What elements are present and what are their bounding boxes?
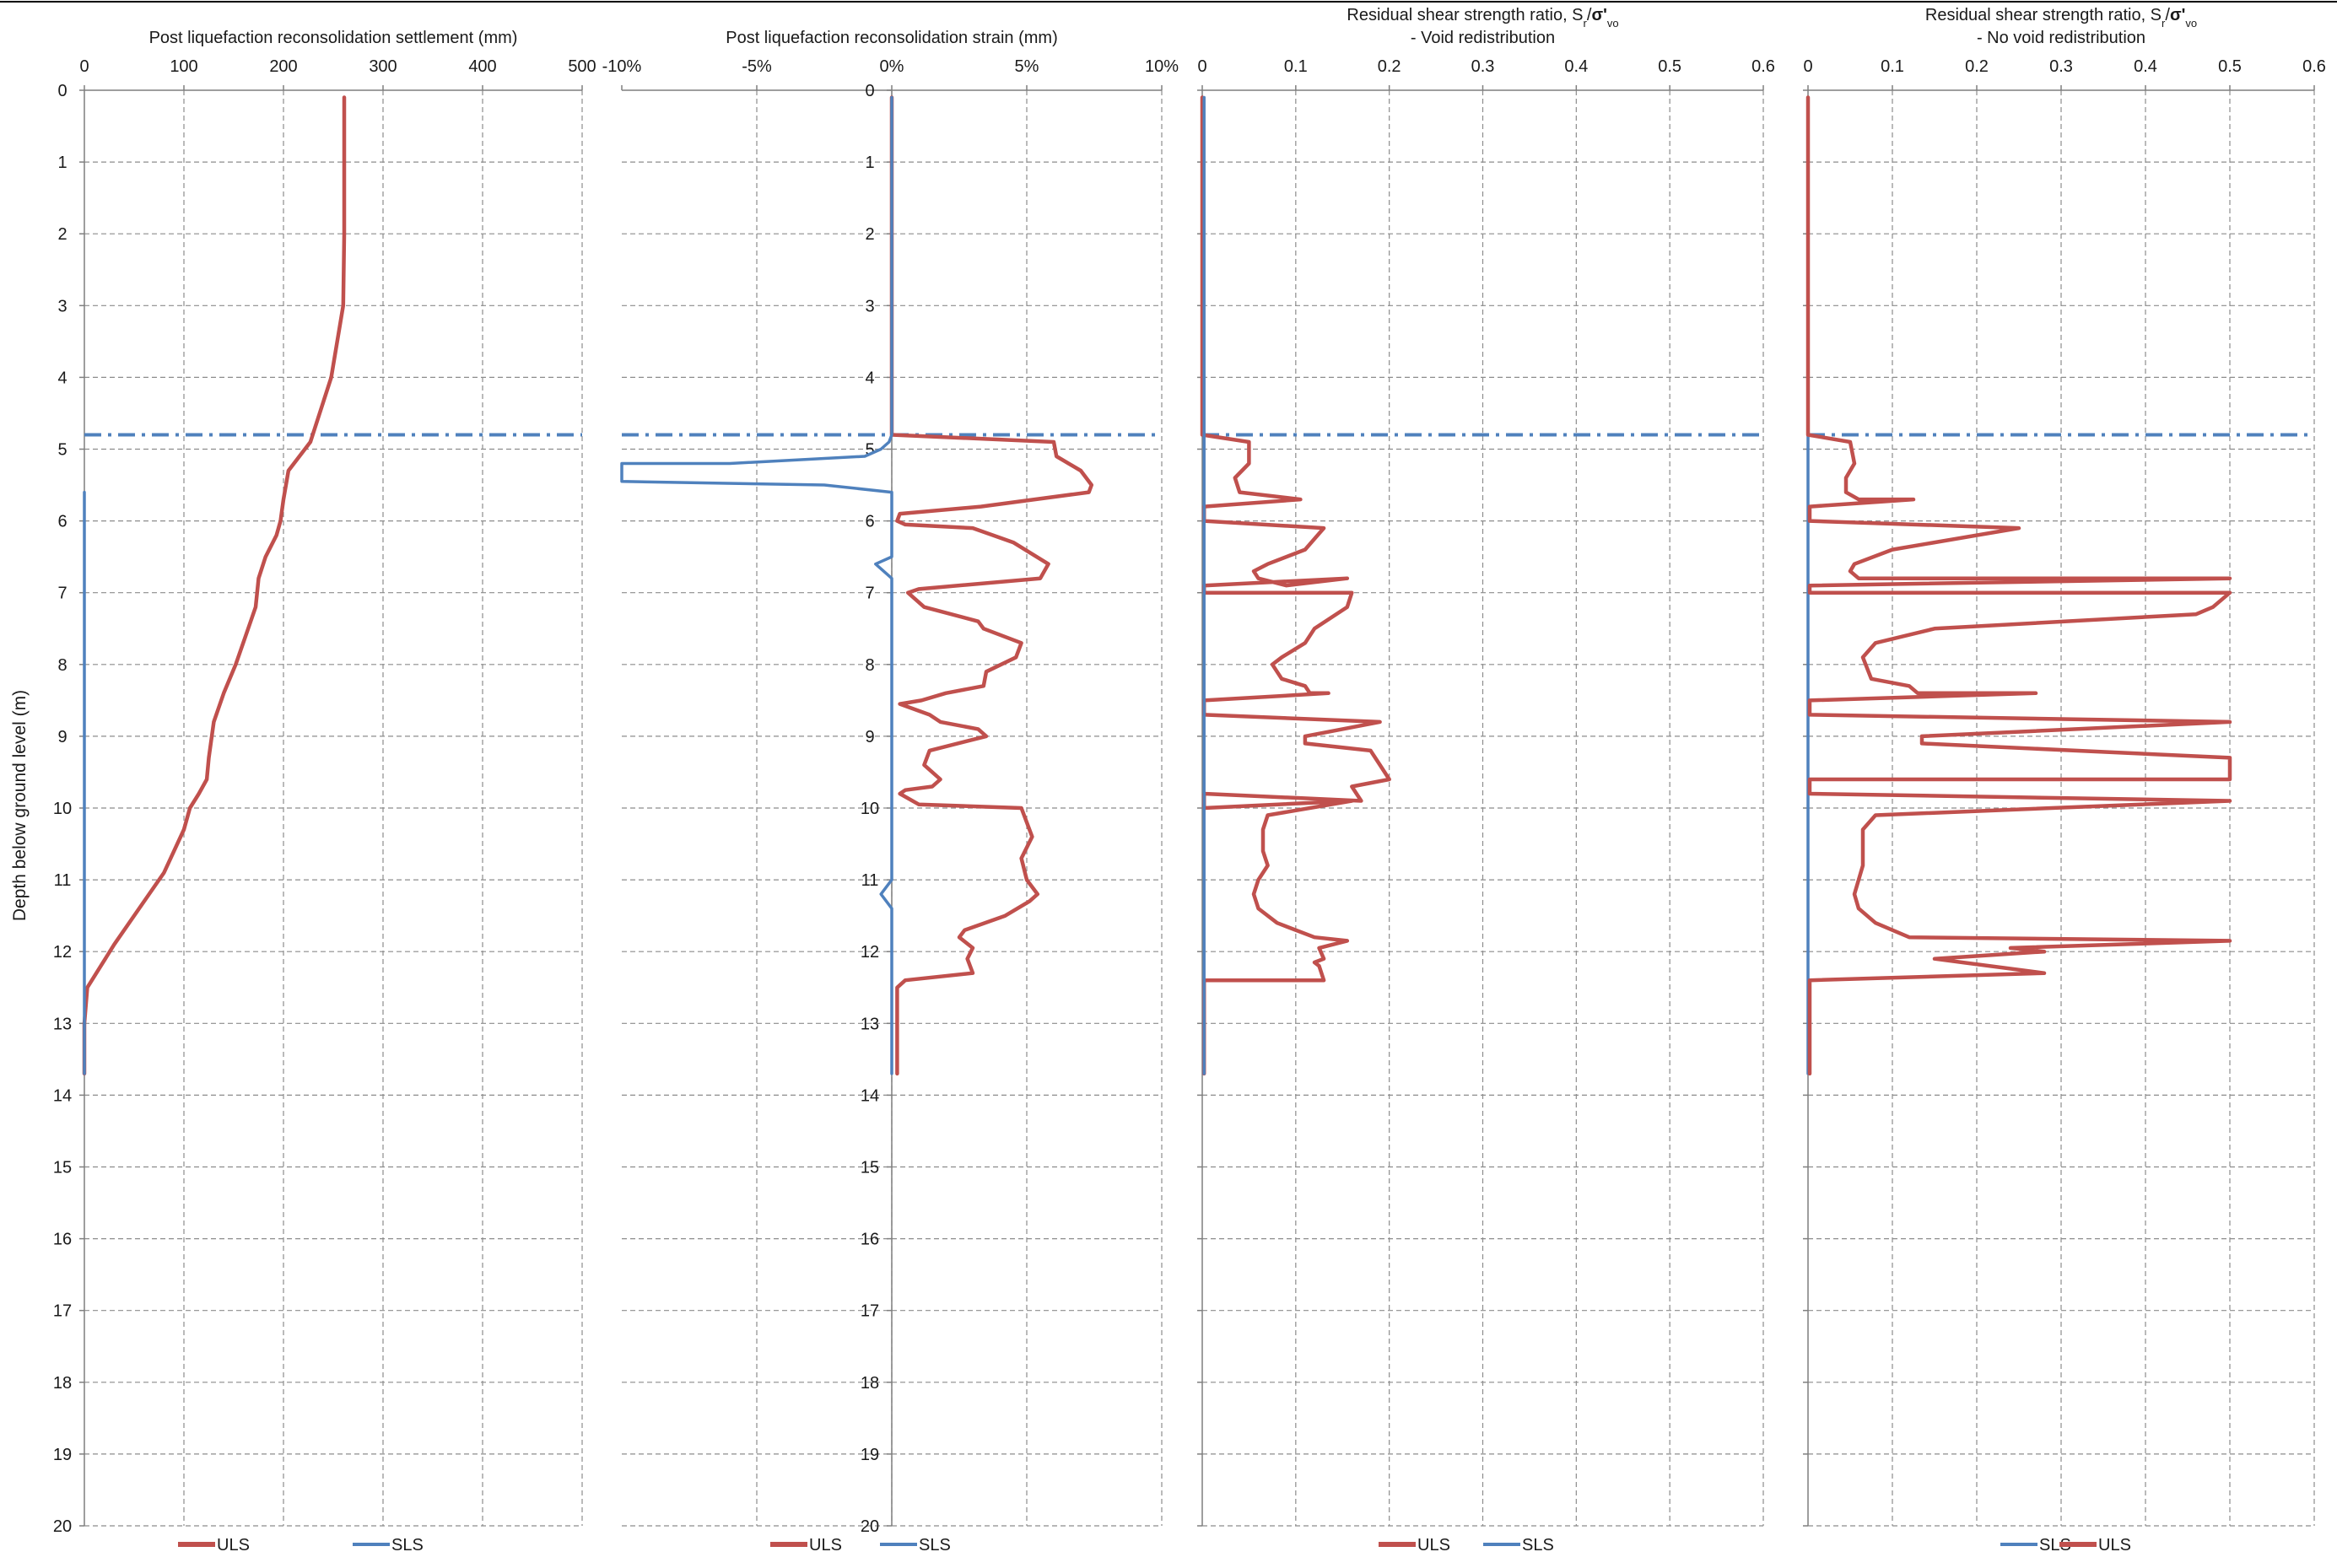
chart-subtitle: - Void redistribution [1411, 29, 1555, 47]
chart-title: Post liquefaction reconsolidation strain… [726, 29, 1058, 47]
y-tick-label: 3 [865, 297, 874, 315]
x-tick-label: 0.1 [1284, 57, 1308, 76]
x-tick-label: 100 [170, 57, 197, 76]
y-tick-label: 12 [53, 943, 72, 962]
x-tick-label: 300 [369, 57, 397, 76]
chart-subtitle: - No void redistribution [1977, 29, 2145, 47]
y-tick-label: 14 [861, 1086, 879, 1105]
legend-label-sls: SLS [919, 1536, 951, 1555]
x-tick-label: 0.1 [1881, 57, 1904, 76]
chart-panel-2: -10% -5% 0% 5% 10%01234567891011121314151617… [602, 29, 1179, 1555]
y-tick-label: 17 [53, 1302, 72, 1321]
x-tick-label: 10% [1145, 57, 1179, 76]
y-tick-label: 18 [861, 1374, 879, 1393]
series-line-sls [620, 95, 893, 1075]
series-line-uls [82, 95, 347, 1076]
legend-label-uls: ULS [1417, 1536, 1450, 1555]
legend-label-sls: SLS [1522, 1536, 1554, 1555]
chart-panel-4: 0 0.1 0.2 0.3 0.4 0.5 0.6 Residual shear streng… [1803, 6, 2326, 1555]
legend-label-uls: ULS [217, 1536, 250, 1555]
y-tick-label: 3 [57, 297, 67, 315]
y-tick-label: 5 [57, 441, 67, 460]
y-tick-label: 9 [57, 728, 67, 746]
y-tick-label: 10 [861, 800, 879, 818]
x-tick-label: 0.5 [2218, 57, 2242, 76]
y-tick-label: 15 [861, 1159, 879, 1177]
y-tick-label: 0 [865, 82, 874, 100]
legend-label-sls: SLS [2039, 1536, 2071, 1555]
y-tick-label: 16 [53, 1231, 72, 1249]
series-line-uls [889, 95, 1094, 1076]
y-tick-label: 5 [865, 441, 874, 460]
y-tick-label: 10 [53, 800, 72, 818]
y-tick-label: 6 [57, 513, 67, 531]
y-tick-label: 19 [861, 1446, 879, 1464]
y-tick-label: 7 [865, 585, 874, 603]
x-tick-label: 5% [1015, 57, 1039, 76]
x-tick-label: 0.6 [1751, 57, 1775, 76]
y-tick-label: 2 [865, 225, 874, 244]
y-tick-label: 4 [865, 369, 874, 387]
y-tick-label: 20 [861, 1517, 879, 1536]
y-tick-label: 0 [57, 82, 67, 100]
y-tick-label: 12 [861, 943, 879, 962]
legend-label-sls: SLS [391, 1536, 424, 1555]
legend-label-uls: ULS [2098, 1536, 2131, 1555]
x-tick-label: 0.3 [1471, 57, 1495, 76]
y-tick-label: 18 [53, 1374, 72, 1393]
y-tick-label: 19 [53, 1446, 72, 1464]
chart-title: Residual shear strength ratio, Sr/σ'vo [1925, 6, 2197, 30]
x-tick-label: 0 [1803, 57, 1812, 76]
y-tick-label: 14 [53, 1086, 72, 1105]
y-tick-label: 20 [53, 1517, 72, 1536]
y-tick-label: 8 [57, 656, 67, 675]
y-tick-label: 15 [53, 1159, 72, 1177]
x-tick-label: 0.2 [1378, 57, 1401, 76]
y-axis-label: Depth below ground level (m) [10, 690, 30, 921]
y-tick-label: 13 [53, 1015, 72, 1033]
x-tick-label: 0.4 [1564, 57, 1588, 76]
x-tick-label: 0.4 [2134, 57, 2157, 76]
y-tick-label: 11 [861, 871, 879, 890]
x-tick-label: 0 [79, 57, 89, 76]
y-tick-label: 4 [57, 369, 67, 387]
x-tick-label: 400 [468, 57, 496, 76]
series-line-uls [1805, 95, 2232, 1076]
y-tick-label: 11 [54, 871, 72, 890]
x-tick-label: 0.5 [1658, 57, 1681, 76]
y-tick-label: 6 [865, 513, 874, 531]
y-tick-label: 9 [865, 728, 874, 746]
x-tick-label: 0.3 [2049, 57, 2073, 76]
chart-title: Post liquefaction reconsolidation settle… [149, 29, 518, 47]
legend-label-uls: ULS [809, 1536, 842, 1555]
x-tick-label: 0.6 [2302, 57, 2326, 76]
y-tick-label: 17 [861, 1302, 879, 1321]
x-tick-label: 0% [880, 57, 904, 76]
x-tick-label: -10% [602, 57, 642, 76]
x-tick-label: 0 [1197, 57, 1206, 76]
y-tick-label: 1 [865, 154, 874, 172]
x-tick-label: 0.2 [1965, 57, 1989, 76]
x-tick-label: 500 [568, 57, 596, 76]
x-tick-label: 200 [269, 57, 297, 76]
y-tick-label: 16 [861, 1231, 879, 1249]
x-tick-label: -5% [742, 57, 772, 76]
chart-panel-3: 0 0.1 0.2 0.3 0.4 0.5 0.6 Residual shear streng… [1197, 6, 1775, 1555]
y-tick-label: 8 [865, 656, 874, 675]
y-tick-label: 2 [57, 225, 67, 244]
chart-title: Residual shear strength ratio, Sr/σ'vo [1347, 6, 1618, 30]
chart-panels: 0 100 200 300 400 500012345678910111213141516… [53, 6, 2326, 1555]
y-tick-label: 7 [57, 585, 67, 603]
y-tick-label: 1 [57, 154, 67, 172]
y-tick-label: 13 [861, 1015, 879, 1033]
chart-panel-1: 0 100 200 300 400 500012345678910111213141516… [53, 29, 596, 1555]
